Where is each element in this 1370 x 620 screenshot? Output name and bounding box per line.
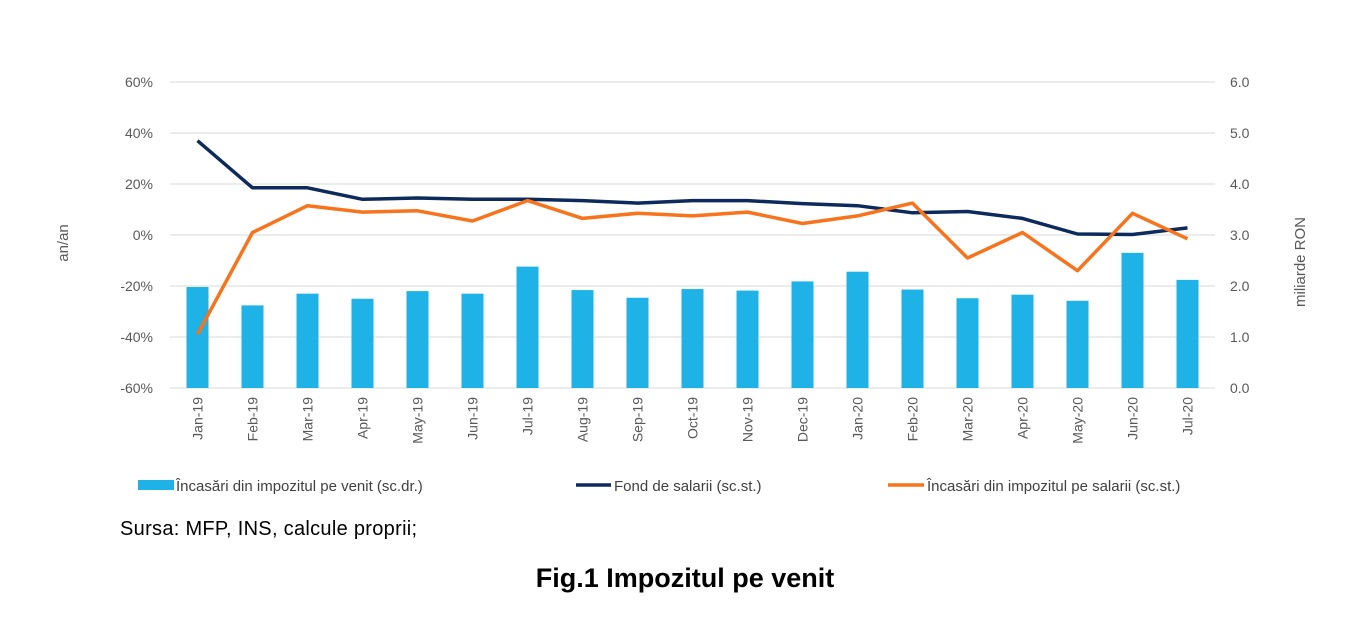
chart: 60% 40% 20% 0% -20% -40% -60% 6.0 5.0 4.0 3.0 2.0 1… (55, 74, 1309, 495)
x-tick-label: Feb-20 (905, 397, 921, 442)
x-tick-label: Apr-20 (1015, 397, 1031, 439)
x-tick-label: Oct-19 (685, 397, 701, 439)
right-tick-label: 0.0 (1230, 380, 1250, 396)
left-tick-label: -40% (120, 329, 153, 345)
bar (406, 291, 429, 388)
x-tick-label: Nov-19 (740, 397, 756, 442)
left-tick-label: 40% (125, 125, 153, 141)
bar (1176, 279, 1199, 388)
bar-series (186, 252, 1199, 388)
x-tick-label: Jan-19 (190, 397, 206, 440)
x-tick-label: Jun-20 (1125, 397, 1141, 440)
x-tick-label: Jul-20 (1180, 397, 1196, 435)
bar (1066, 300, 1089, 388)
x-tick-label: Jul-19 (520, 397, 536, 435)
legend-label-bar: Încasări din impozitul pe venit (sc.dr.) (175, 478, 423, 495)
bar (791, 281, 814, 388)
x-tick-label: Mar-19 (300, 397, 316, 442)
x-tick-label: Sep-19 (630, 397, 646, 442)
line-series (195, 139, 1189, 336)
bar (901, 289, 924, 388)
left-tick-label: 0% (133, 227, 153, 243)
x-tick-label: Feb-19 (245, 397, 261, 442)
right-tick-label: 6.0 (1230, 74, 1250, 90)
source-note: Sursa: MFP, INS, calcule proprii; (120, 518, 418, 540)
right-tick-label: 1.0 (1230, 329, 1250, 345)
x-tick-label: Mar-20 (960, 397, 976, 442)
legend-label-impozit: Încasări din impozitul pe salarii (sc.st… (926, 478, 1180, 495)
legend: Încasări din impozitul pe venit (sc.dr.)… (138, 478, 1180, 495)
series-line (195, 198, 1189, 336)
x-tick-label: May-20 (1070, 397, 1086, 444)
right-tick-label: 4.0 (1230, 176, 1250, 192)
figure-title: Fig.1 Impozitul pe venit (535, 563, 835, 593)
bar (1121, 252, 1144, 388)
series-line (196, 139, 1188, 237)
x-tick-label: May-19 (410, 397, 426, 444)
left-tick-label: 60% (125, 74, 153, 90)
bar (571, 290, 594, 388)
bar (846, 271, 869, 388)
x-tick-label: Jun-19 (465, 397, 481, 440)
right-tick-label: 2.0 (1230, 278, 1250, 294)
bar (1011, 294, 1034, 388)
bar (241, 305, 264, 388)
bar (956, 298, 979, 388)
left-tick-label: -20% (120, 278, 153, 294)
x-axis-ticks: Jan-19 Feb-19 Mar-19 Apr-19 May-19 Jun-19 Jul-… (190, 397, 1196, 444)
bar (516, 266, 539, 388)
x-tick-label: Apr-19 (355, 397, 371, 439)
x-tick-label: Aug-19 (575, 397, 591, 442)
right-axis-title: miliarde RON (1292, 217, 1309, 307)
bar (626, 297, 649, 388)
legend-label-fond: Fond de salarii (sc.st.) (614, 478, 762, 495)
x-tick-label: Jan-20 (850, 397, 866, 440)
bar (461, 293, 484, 388)
bar (351, 298, 374, 388)
left-tick-label: 20% (125, 176, 153, 192)
right-tick-label: 3.0 (1230, 227, 1250, 243)
legend-swatch-bar (138, 480, 174, 490)
left-axis-ticks: 60% 40% 20% 0% -20% -40% -60% (120, 74, 153, 396)
left-axis-title: an/an (55, 224, 72, 262)
left-tick-label: -60% (120, 380, 153, 396)
bar (736, 290, 759, 388)
x-tick-label: Dec-19 (795, 397, 811, 442)
right-axis-ticks: 6.0 5.0 4.0 3.0 2.0 1.0 0.0 (1230, 74, 1250, 396)
bar (681, 289, 704, 388)
bar (186, 287, 209, 388)
bar (296, 293, 319, 388)
right-tick-label: 5.0 (1230, 125, 1250, 141)
